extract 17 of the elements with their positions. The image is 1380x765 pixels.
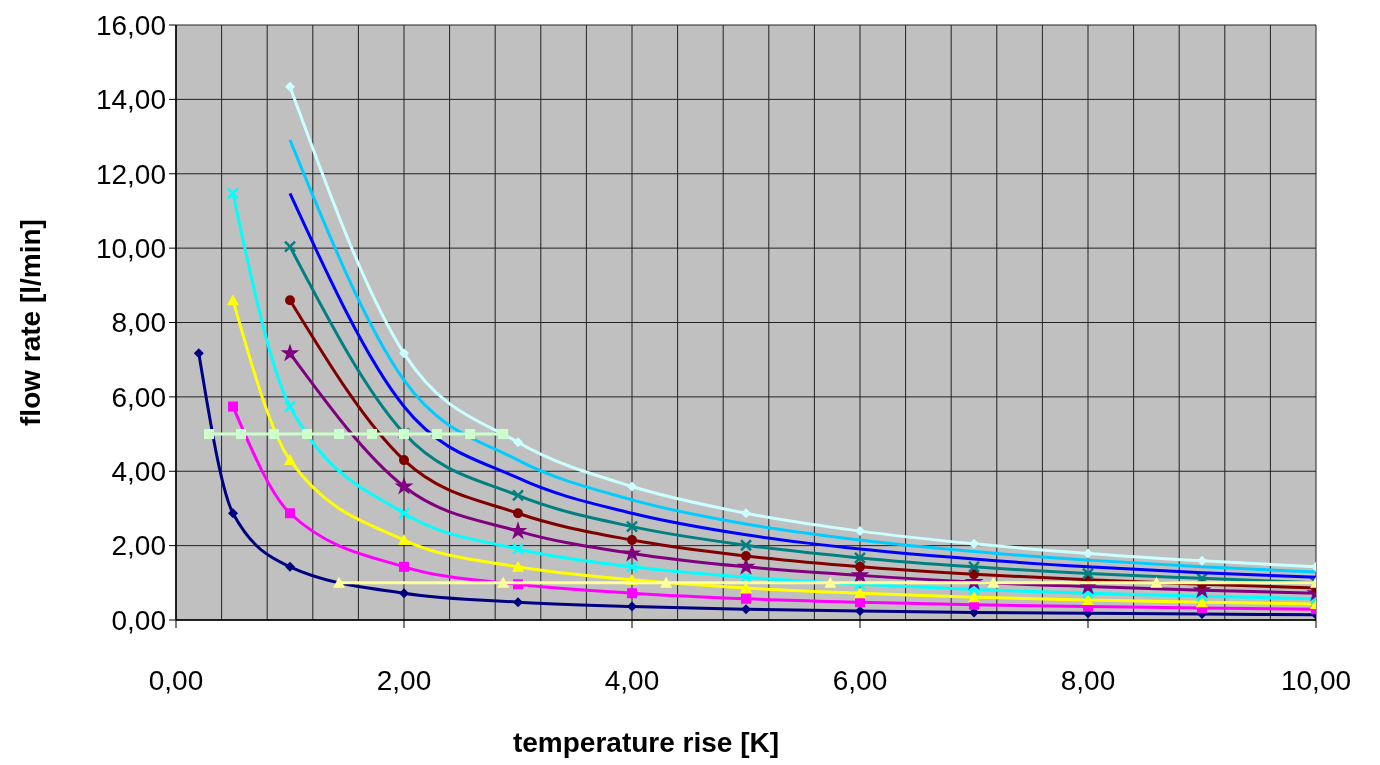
x-tick-label: 8,00: [1060, 665, 1116, 696]
x-tick-label: 4,00: [604, 665, 660, 696]
y-tick-label: 0,00: [111, 604, 166, 636]
y-tick-label: 8,00: [111, 307, 166, 339]
y-tick-label: 16,00: [95, 9, 166, 41]
x-axis-title: temperature rise [K]: [512, 727, 780, 758]
x-tick-label: 0,00: [148, 665, 204, 696]
y-tick-label: 10,00: [95, 232, 166, 264]
x-tick-label: 10,00: [1280, 665, 1352, 696]
y-tick-label: 14,00: [95, 84, 166, 116]
y-axis-title: flow rate [l/min]: [15, 219, 46, 426]
y-tick-label: 4,00: [111, 456, 166, 488]
x-tick-label: 6,00: [832, 665, 888, 696]
y-tick-label: 6,00: [111, 381, 166, 413]
y-tick-label: 2,00: [111, 530, 166, 562]
y-tick-label: 12,00: [95, 158, 166, 190]
x-tick-label: 2,00: [376, 665, 432, 696]
